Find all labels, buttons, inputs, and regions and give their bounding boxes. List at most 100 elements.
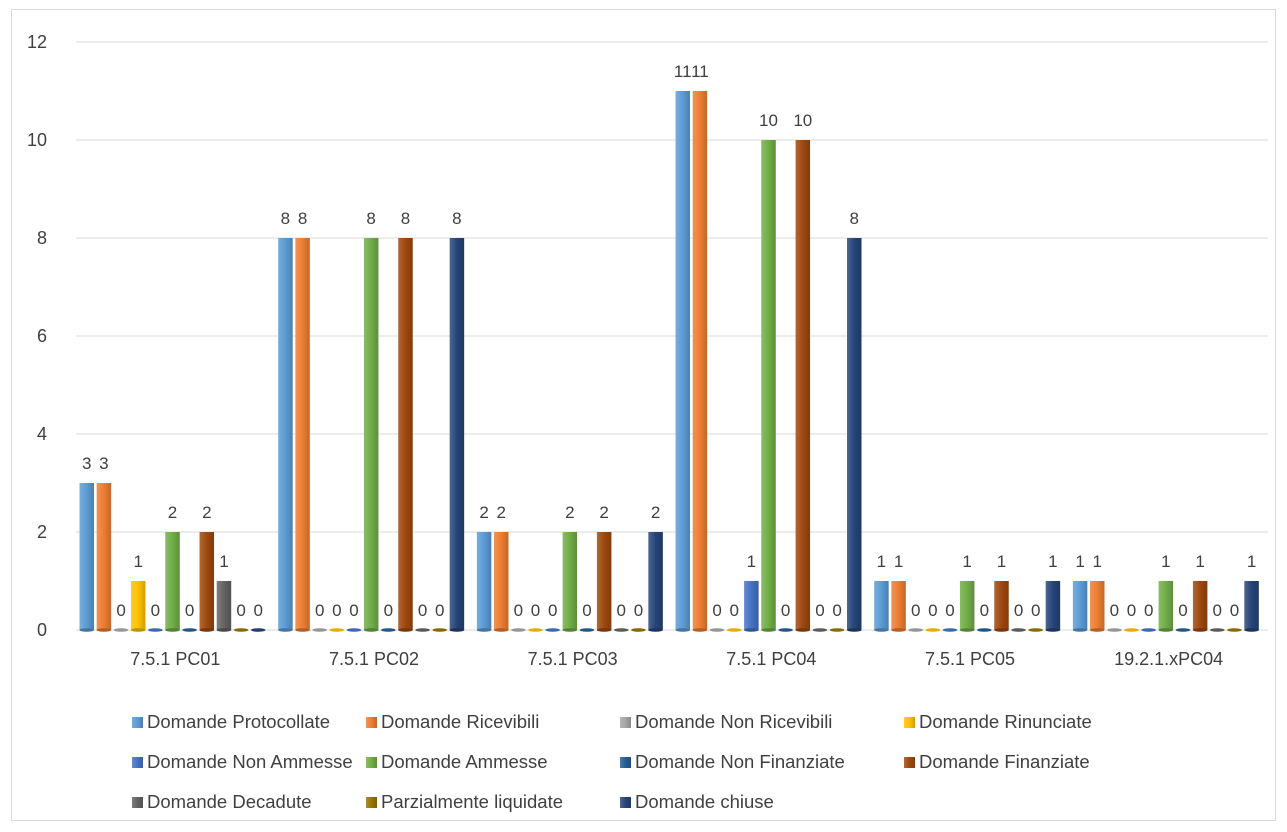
data-label: 0: [832, 601, 841, 620]
bar: [476, 532, 492, 630]
bar-base: [528, 628, 543, 632]
data-label: 2: [565, 503, 574, 522]
bars: [79, 91, 1259, 632]
data-label: 0: [634, 601, 643, 620]
data-label: 1: [747, 552, 756, 571]
bar-base: [1028, 628, 1044, 632]
data-label: 0: [1230, 601, 1239, 620]
legend-label: Domande Non Ammesse: [147, 751, 353, 772]
bar: [165, 532, 180, 630]
data-label: 8: [281, 209, 290, 228]
bar: [398, 238, 413, 630]
category-label: 7.5.1 PC04: [726, 649, 816, 669]
data-label: 0: [815, 601, 824, 620]
legend-label: Domande Ammesse: [381, 751, 548, 772]
legend-item: Domande Non Ricevibili: [620, 711, 904, 733]
data-label: 8: [850, 209, 859, 228]
bar-base: [363, 628, 379, 632]
legend-swatch: [132, 716, 143, 728]
bar-base: [251, 628, 266, 632]
bar: [363, 238, 379, 630]
data-label: 0: [435, 601, 444, 620]
bar-base: [1045, 628, 1061, 632]
bar-base: [1192, 628, 1208, 632]
bar: [1192, 581, 1208, 630]
category-label: 7.5.1 PC02: [329, 649, 419, 669]
bar-base: [381, 628, 396, 632]
data-label: 0: [254, 601, 263, 620]
bar: [79, 483, 94, 630]
bar-base: [449, 628, 465, 632]
bar-base: [977, 628, 992, 632]
bar-base: [778, 628, 793, 632]
legend-item: Domande Rinunciate: [904, 711, 1164, 733]
bar-base: [795, 628, 811, 632]
bar-base: [942, 628, 958, 632]
bar-base: [329, 628, 345, 632]
data-label: 2: [599, 503, 608, 522]
y-tick-label: 8: [37, 228, 47, 248]
data-label: 0: [928, 601, 937, 620]
data-label: 0: [514, 601, 523, 620]
data-label: 0: [1127, 601, 1136, 620]
bar-base: [614, 628, 629, 632]
data-label: 2: [168, 503, 177, 522]
data-label: 8: [401, 209, 410, 228]
data-label: 2: [496, 503, 505, 522]
bar-base: [726, 628, 742, 632]
legend-item: Domande Decadute: [132, 791, 366, 813]
bar: [795, 140, 811, 630]
data-label: 0: [185, 601, 194, 620]
data-label: 0: [315, 601, 324, 620]
y-tick-label: 6: [37, 326, 47, 346]
bar-base: [994, 628, 1009, 632]
data-label: 2: [479, 503, 488, 522]
bar-base: [476, 628, 492, 632]
data-label: 0: [729, 601, 738, 620]
bar-base: [1124, 628, 1139, 632]
data-label: 8: [366, 209, 375, 228]
data-label: 0: [1110, 601, 1119, 620]
legend-swatch: [620, 756, 631, 768]
bar: [493, 532, 509, 630]
bar-base: [415, 628, 430, 632]
legend-item: Domande Ammesse: [366, 751, 620, 773]
data-label: 1: [1075, 552, 1084, 571]
data-label: 0: [617, 601, 626, 620]
bar: [692, 91, 708, 630]
bar-base: [1107, 628, 1122, 632]
bar-base: [692, 628, 708, 632]
data-label: 10: [759, 111, 778, 130]
legend-row: Domande Non Ammesse Domande Ammesse Domand…: [132, 742, 1272, 782]
data-label: 1: [1161, 552, 1170, 571]
bar-base: [1175, 628, 1191, 632]
legend-row: Domande Decadute Parzialmente liquidate Do…: [132, 782, 1272, 822]
legend-item: Domande Protocollate: [132, 711, 366, 733]
bar-base: [891, 628, 906, 632]
data-label: 11: [691, 62, 709, 81]
bar-base: [925, 628, 941, 632]
bar: [130, 581, 146, 630]
data-label: 0: [531, 601, 540, 620]
category-label: 7.5.1 PC05: [925, 649, 1015, 669]
bar: [449, 238, 465, 630]
data-label: 0: [1031, 601, 1040, 620]
bar-base: [199, 628, 215, 632]
bar-base: [1158, 628, 1174, 632]
legend-label: Domande Non Finanziate: [635, 751, 845, 772]
bar-base: [744, 628, 759, 632]
data-label: 0: [582, 601, 591, 620]
bar-base: [216, 628, 232, 632]
bar: [994, 581, 1009, 630]
bar-base: [596, 628, 612, 632]
category-label: 19.2.1.xPC04: [1114, 649, 1223, 669]
legend: Domande Protocollate Domande Ricevibili Do…: [132, 702, 1272, 822]
bar: [562, 532, 578, 630]
bar-base: [562, 628, 578, 632]
bar: [891, 581, 906, 630]
data-label: 0: [548, 601, 557, 620]
bar-base: [1141, 628, 1156, 632]
bar-base: [1210, 628, 1225, 632]
